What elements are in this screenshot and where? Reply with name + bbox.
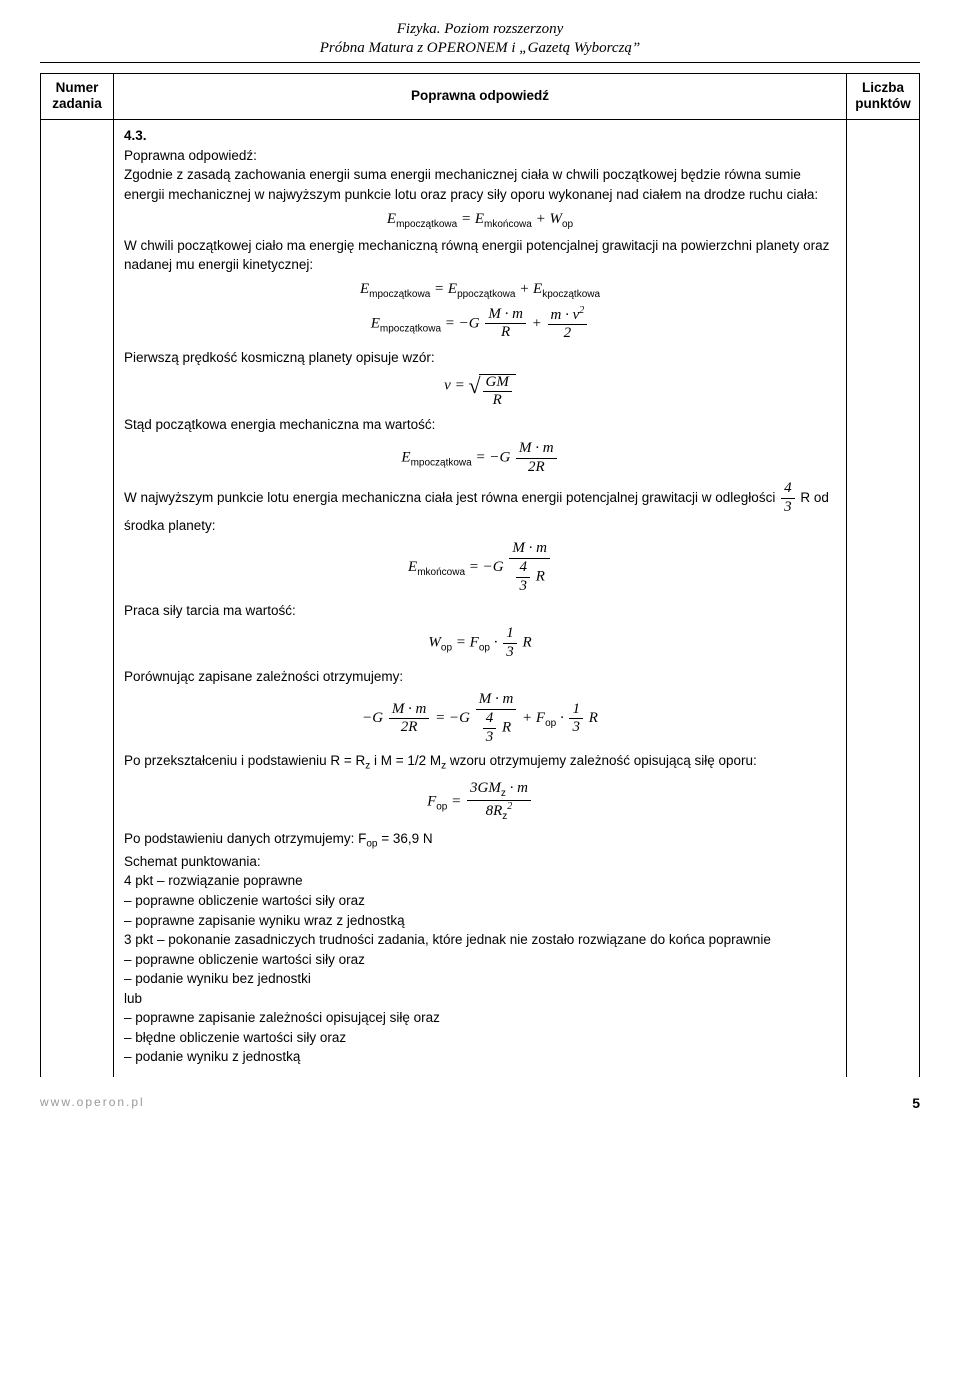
cell-task-number (41, 120, 114, 1077)
para-9: Po podstawieniu danych otrzymujemy: Fop … (124, 829, 836, 852)
scheme-3c: – podanie wyniku bez jednostki (124, 969, 836, 989)
table-row: 4.3. Poprawna odpowiedź: Zgodnie z zasad… (41, 120, 920, 1077)
para-4: Stąd początkowa energia mechaniczna ma w… (124, 415, 836, 435)
task-number: 4.3. (124, 126, 836, 146)
page-header: Fizyka. Poziom rozszerzony Próbna Matura… (40, 20, 920, 58)
para-3: Pierwszą prędkość kosmiczną planety opis… (124, 348, 836, 368)
header-rule (40, 62, 920, 63)
scheme-3f: – podanie wyniku z jednostką (124, 1047, 836, 1067)
equation-7: Wop = Fop · 13 R (124, 626, 836, 661)
answer-label: Poprawna odpowiedź: (124, 146, 836, 166)
scheme-label: Schemat punktowania: (124, 852, 836, 872)
para-5: W najwyższym punkcie lotu energia mechan… (124, 481, 836, 535)
cell-points (847, 120, 920, 1077)
equation-1: Empoczątkowa = Emkońcowa + Wop (124, 211, 836, 230)
scheme-3a: 3 pkt – pokonanie zasadniczych trudności… (124, 930, 836, 950)
scheme-4a: 4 pkt – rozwiązanie poprawne (124, 871, 836, 891)
footer-url: www.operon.pl (40, 1095, 145, 1109)
para-8: Po przekształceniu i podstawieniu R = Rz… (124, 751, 836, 774)
para-2: W chwili początkowej ciało ma energię me… (124, 236, 836, 275)
scheme-3e: – błędne obliczenie wartości siły oraz (124, 1028, 836, 1048)
header-line1: Fizyka. Poziom rozszerzony (40, 20, 920, 39)
col-header-number: Numer zadania (41, 73, 114, 120)
header-line2: Próbna Matura z OPERONEM i „Gazetą Wybor… (40, 39, 920, 58)
equation-9: Fop = 3GMz · m8Rz2 (124, 781, 836, 823)
col-header-points: Liczba punktów (847, 73, 920, 120)
equation-8: −G M · m2R = −G M · m43 R + Fop · 13 R (124, 692, 836, 745)
para-6: Praca siły tarcia ma wartość: (124, 601, 836, 621)
scheme-4c: – poprawne zapisanie wyniku wraz z jedno… (124, 911, 836, 931)
cell-answer: 4.3. Poprawna odpowiedź: Zgodnie z zasad… (114, 120, 847, 1077)
equation-2: Empoczątkowa = Eppoczątkowa + Ekpoczątko… (124, 281, 836, 300)
footer-page: 5 (912, 1095, 920, 1111)
scheme-or: lub (124, 989, 836, 1009)
scheme-3d: – poprawne zapisanie zależności opisując… (124, 1008, 836, 1028)
para-7: Porównując zapisane zależności otrzymuje… (124, 667, 836, 687)
equation-3: Empoczątkowa = −G M · mR + m · v22 (124, 306, 836, 343)
scheme-3b: – poprawne obliczenie wartości siły oraz (124, 950, 836, 970)
col-header-answer: Poprawna odpowiedź (114, 73, 847, 120)
scheme-4b: – poprawne obliczenie wartości siły oraz (124, 891, 836, 911)
equation-6: Emkońcowa = −G M · m43 R (124, 541, 836, 594)
equation-5: Empoczątkowa = −G M · m2R (124, 441, 836, 476)
table-header-row: Numer zadania Poprawna odpowiedź Liczba … (41, 73, 920, 120)
answer-table: Numer zadania Poprawna odpowiedź Liczba … (40, 73, 920, 1078)
equation-4: v = √GMR (124, 374, 836, 410)
para-1: Zgodnie z zasadą zachowania energii suma… (124, 165, 836, 204)
page-footer: www.operon.pl 5 (40, 1095, 920, 1109)
